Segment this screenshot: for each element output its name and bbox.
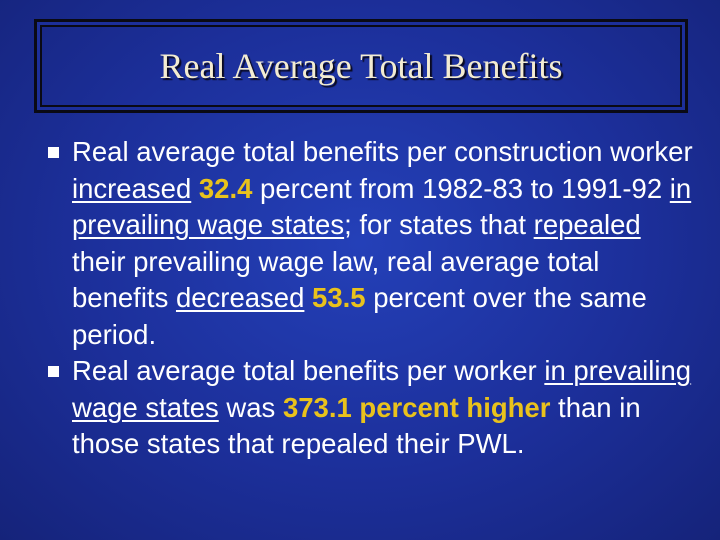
bullet-list: Real average total benefits per construc… — [48, 134, 698, 463]
text-run: their prevailing wage law, real average … — [72, 245, 600, 314]
text-run: 53.5 — [304, 282, 366, 313]
text-run: 373.1 percent higher — [282, 391, 551, 423]
bullet-text: Real average total benefits per construc… — [72, 134, 698, 353]
text-run: Real average total benefits per construc… — [72, 136, 693, 167]
bullet-marker — [48, 366, 59, 377]
slide-title: Real Average Total Benefits — [159, 46, 563, 86]
text-run: in prevailing wage states — [72, 355, 692, 423]
text-run: percent over the same period. — [72, 282, 647, 350]
bullet-item: Real average total benefits per worker i… — [48, 353, 698, 463]
text-run: decreased — [175, 282, 305, 313]
bullet-item: Real average total benefits per construc… — [48, 134, 698, 353]
text-run: in prevailing wage states — [72, 172, 692, 241]
text-run: 32.4 — [191, 172, 253, 204]
text-run: Real average total benefits per worker — [72, 355, 545, 386]
text-run: repealed — [533, 209, 641, 240]
text-run: was — [218, 391, 283, 423]
title-box: Real Average Total Benefits — [34, 19, 688, 113]
text-run: increased — [72, 172, 192, 204]
text-run: ; for states that — [344, 209, 534, 240]
text-run: percent from 1982-83 to 1991-92 — [252, 172, 670, 204]
text-run: than in those states that repealed their… — [72, 391, 641, 460]
bullet-text: Real average total benefits per worker i… — [72, 353, 698, 463]
bullet-marker — [48, 147, 59, 158]
